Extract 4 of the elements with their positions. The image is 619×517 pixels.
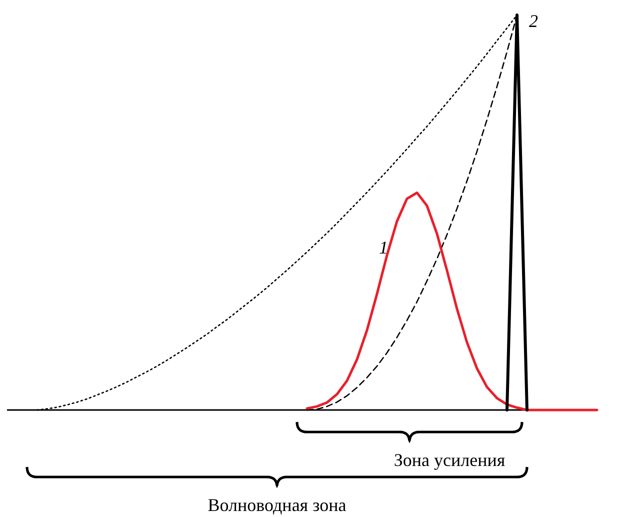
- text: Волноводная зона: [208, 495, 346, 515]
- series-label: 2: [529, 11, 538, 31]
- text: Зона усиления: [394, 450, 506, 470]
- series-label: 1: [379, 238, 388, 258]
